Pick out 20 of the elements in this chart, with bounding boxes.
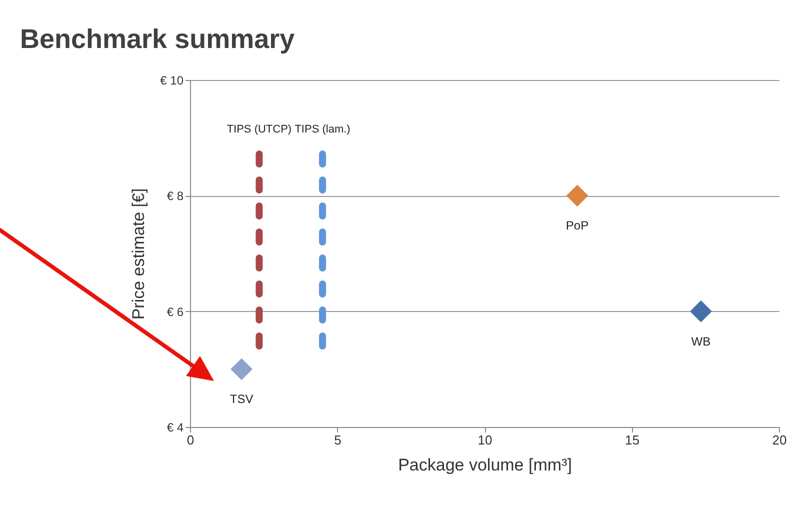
series-label: TSV [230, 392, 254, 406]
y-tick-label: € 4 [166, 420, 184, 434]
series-label: PoP [566, 218, 589, 233]
chart-title: Benchmark summary [20, 24, 295, 55]
point [690, 300, 712, 322]
y-tick-label: € 6 [166, 304, 184, 319]
x-tick-label: 5 [334, 432, 342, 448]
point [566, 184, 588, 207]
y-tick-label: € 10 [160, 74, 184, 88]
x-tick-label: 0 [186, 432, 194, 448]
y-tick-label: € 8 [166, 189, 184, 204]
x-axis-title: Package volume [mm³] [398, 456, 572, 474]
series-label: TIPS (lam.) [294, 123, 350, 136]
x-tick-label: 15 [625, 432, 640, 448]
point [230, 358, 252, 380]
x-tick-label: 10 [478, 432, 492, 448]
series-label: TIPS (UTCP) [226, 123, 292, 136]
series-label: WB [691, 334, 711, 348]
x-tick-label: 20 [772, 432, 787, 448]
y-axis-title: Price estimate [€] [129, 188, 148, 320]
